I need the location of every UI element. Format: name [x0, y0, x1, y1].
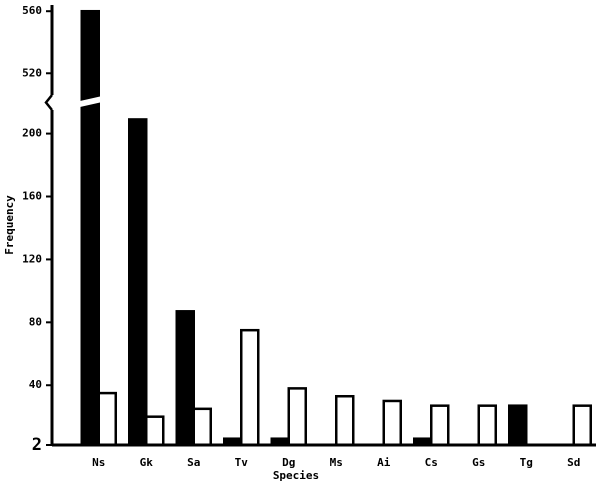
bar — [240, 328, 260, 447]
bar — [508, 404, 528, 447]
y-axis-label: Frequency — [3, 195, 16, 255]
axis-break — [44, 94, 53, 111]
x-tick-label: Gk — [140, 456, 154, 469]
y-tick-label: 120 — [22, 252, 42, 265]
x-tick-label: Dg — [282, 456, 295, 469]
y-tick-label: 520 — [22, 66, 42, 79]
bar — [477, 404, 497, 447]
x-tick-label: Cs — [425, 456, 438, 469]
y-tick-label: 160 — [22, 190, 42, 203]
bar — [97, 391, 117, 447]
bar — [80, 9, 100, 447]
bar — [128, 118, 148, 447]
x-tick-label: Gs — [472, 456, 485, 469]
x-tick-label: Sd — [567, 456, 580, 469]
x-axis-label: Species — [273, 469, 319, 482]
y-tick-label: 80 — [29, 315, 42, 328]
bar — [430, 404, 450, 447]
y-tick-label: 40 — [29, 378, 42, 391]
x-tick-label: Ai — [377, 456, 391, 469]
x-tick-label: Sa — [187, 456, 200, 469]
bar — [287, 387, 307, 447]
y-tick-label: 2 — [32, 435, 42, 455]
y-tick-label: 200 — [22, 127, 42, 140]
bar — [175, 310, 195, 447]
y-tick-label: 560 — [22, 4, 42, 17]
bar — [192, 407, 212, 447]
x-tick-label: Ns — [92, 456, 105, 469]
bar — [572, 404, 592, 447]
x-tick-label: Tg — [520, 456, 533, 469]
x-tick-label: Ms — [330, 456, 343, 469]
bar — [382, 399, 402, 447]
bar — [335, 394, 355, 447]
bar-break — [80, 92, 120, 107]
x-tick-label: Tv — [235, 456, 249, 469]
bar — [145, 415, 165, 447]
